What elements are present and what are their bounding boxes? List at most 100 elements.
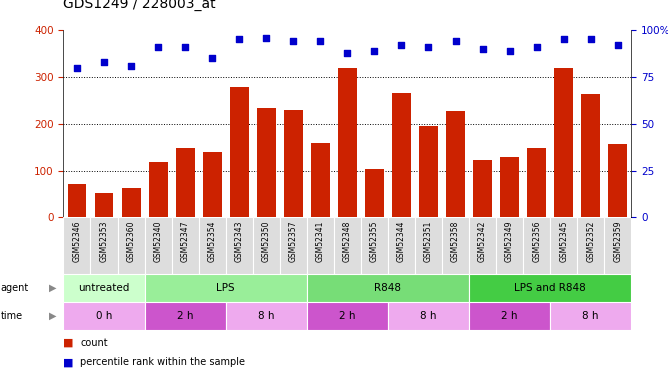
Point <box>504 48 515 54</box>
FancyBboxPatch shape <box>469 217 496 274</box>
Text: GSM52346: GSM52346 <box>73 220 81 262</box>
Text: GSM52354: GSM52354 <box>208 220 216 262</box>
Bar <box>419 126 438 218</box>
Point <box>369 48 379 54</box>
Text: 8 h: 8 h <box>582 311 599 321</box>
FancyBboxPatch shape <box>469 274 631 302</box>
Bar <box>202 152 222 217</box>
Point <box>288 38 299 44</box>
Text: R848: R848 <box>375 283 401 293</box>
Point <box>99 59 110 65</box>
FancyBboxPatch shape <box>63 302 144 330</box>
Text: 8 h: 8 h <box>258 311 275 321</box>
Text: ■: ■ <box>63 338 74 348</box>
Text: ▶: ▶ <box>49 311 57 321</box>
FancyBboxPatch shape <box>496 217 523 274</box>
Text: GSM52343: GSM52343 <box>234 220 244 262</box>
Text: ▶: ▶ <box>49 283 57 293</box>
FancyBboxPatch shape <box>307 217 334 274</box>
Bar <box>500 157 519 218</box>
FancyBboxPatch shape <box>172 217 198 274</box>
FancyBboxPatch shape <box>577 217 605 274</box>
Text: GSM52347: GSM52347 <box>180 220 190 262</box>
Text: 2 h: 2 h <box>339 311 355 321</box>
Point <box>180 44 190 50</box>
Text: count: count <box>80 338 108 348</box>
Bar <box>473 160 492 218</box>
Bar <box>554 68 573 218</box>
FancyBboxPatch shape <box>90 217 118 274</box>
FancyBboxPatch shape <box>144 217 172 274</box>
Bar <box>95 193 114 217</box>
FancyBboxPatch shape <box>469 302 550 330</box>
Point <box>261 34 272 40</box>
Text: GSM52345: GSM52345 <box>559 220 568 262</box>
Point <box>450 38 461 44</box>
Point <box>585 36 596 42</box>
Bar <box>148 162 168 218</box>
Text: GSM52342: GSM52342 <box>478 220 487 262</box>
FancyBboxPatch shape <box>361 217 388 274</box>
Text: 0 h: 0 h <box>96 311 112 321</box>
Text: GSM52359: GSM52359 <box>613 220 622 262</box>
Point <box>71 64 82 70</box>
Bar <box>176 148 194 217</box>
Point <box>342 50 353 55</box>
Text: GSM52350: GSM52350 <box>262 220 271 262</box>
FancyBboxPatch shape <box>334 217 361 274</box>
Point <box>153 44 164 50</box>
FancyBboxPatch shape <box>523 217 550 274</box>
FancyBboxPatch shape <box>253 217 280 274</box>
Text: 2 h: 2 h <box>177 311 193 321</box>
Text: GSM52341: GSM52341 <box>316 220 325 262</box>
Point <box>234 36 244 42</box>
Bar <box>67 184 86 218</box>
Text: GSM52358: GSM52358 <box>451 220 460 262</box>
Text: GSM52351: GSM52351 <box>424 220 433 262</box>
Text: GSM52360: GSM52360 <box>126 220 136 262</box>
FancyBboxPatch shape <box>550 302 631 330</box>
FancyBboxPatch shape <box>307 274 469 302</box>
Point <box>423 44 434 50</box>
FancyBboxPatch shape <box>226 217 253 274</box>
Text: time: time <box>1 311 23 321</box>
Text: LPS and R848: LPS and R848 <box>514 283 586 293</box>
Bar <box>284 110 303 218</box>
Bar <box>392 93 411 218</box>
Text: GSM52355: GSM52355 <box>370 220 379 262</box>
Point <box>207 55 218 61</box>
Text: GSM52352: GSM52352 <box>587 220 595 262</box>
FancyBboxPatch shape <box>280 217 307 274</box>
Text: LPS: LPS <box>216 283 235 293</box>
Bar <box>581 94 600 218</box>
Text: percentile rank within the sample: percentile rank within the sample <box>80 357 245 368</box>
Bar <box>122 188 140 218</box>
FancyBboxPatch shape <box>388 302 469 330</box>
Text: GSM52353: GSM52353 <box>100 220 108 262</box>
Bar <box>338 68 357 218</box>
FancyBboxPatch shape <box>550 217 577 274</box>
FancyBboxPatch shape <box>63 274 144 302</box>
Text: GSM52356: GSM52356 <box>532 220 541 262</box>
Text: GSM52349: GSM52349 <box>505 220 514 262</box>
Bar <box>446 111 465 218</box>
Point <box>613 42 623 48</box>
FancyBboxPatch shape <box>118 217 144 274</box>
Text: GSM52344: GSM52344 <box>397 220 406 262</box>
Text: 2 h: 2 h <box>502 311 518 321</box>
Point <box>126 63 136 69</box>
FancyBboxPatch shape <box>442 217 469 274</box>
Point <box>315 38 326 44</box>
FancyBboxPatch shape <box>144 302 226 330</box>
Text: 8 h: 8 h <box>420 311 437 321</box>
FancyBboxPatch shape <box>144 274 307 302</box>
Text: GDS1249 / 228003_at: GDS1249 / 228003_at <box>63 0 216 11</box>
FancyBboxPatch shape <box>226 302 307 330</box>
FancyBboxPatch shape <box>605 217 631 274</box>
Point <box>531 44 542 50</box>
Text: GSM52348: GSM52348 <box>343 220 352 262</box>
FancyBboxPatch shape <box>307 302 388 330</box>
FancyBboxPatch shape <box>63 217 90 274</box>
Point <box>396 42 407 48</box>
Text: GSM52357: GSM52357 <box>289 220 298 262</box>
